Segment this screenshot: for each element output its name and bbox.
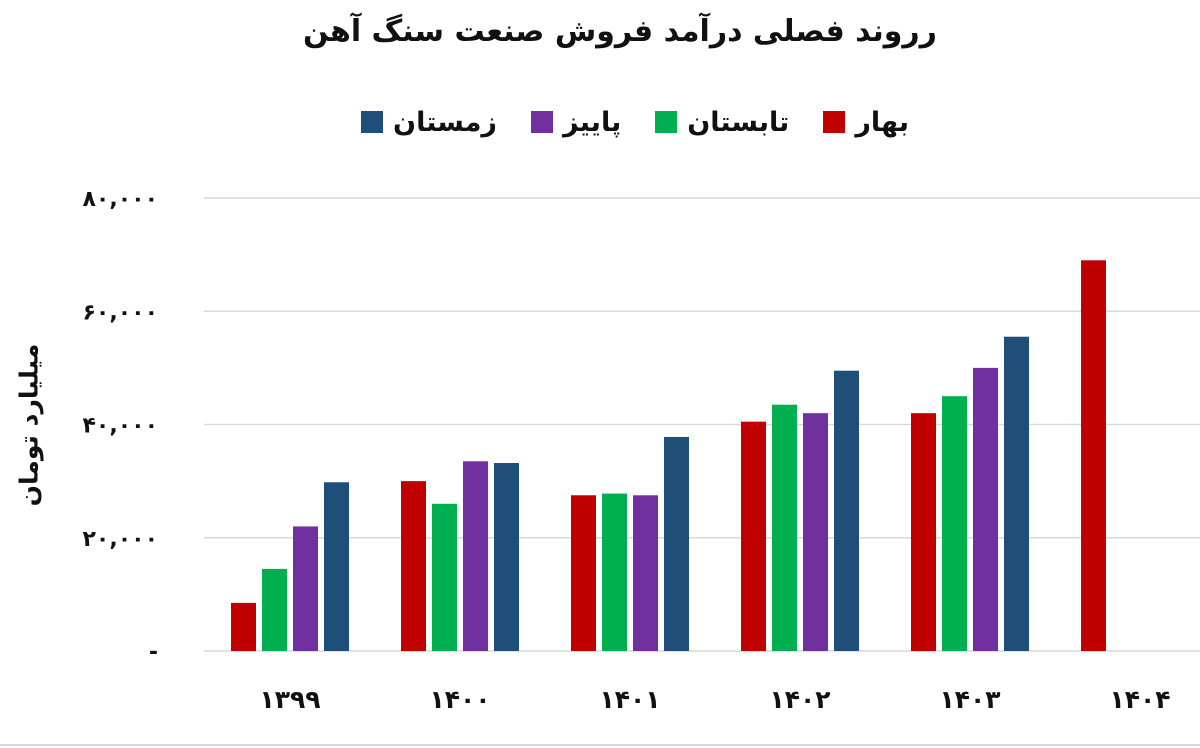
x-tick-label: ۱۴۰۱ <box>599 685 660 714</box>
bar <box>494 463 519 651</box>
bar <box>834 370 859 651</box>
y-tick-label: ۴۰,۰۰۰ <box>83 414 159 439</box>
x-tick-label: ۱۴۰۲ <box>769 685 830 714</box>
legend-swatch <box>361 111 384 133</box>
y-tick-label: ۶۰,۰۰۰ <box>83 300 159 325</box>
bar <box>772 404 797 651</box>
bar <box>803 413 828 651</box>
bar <box>324 482 349 651</box>
legend-item: بهار <box>823 107 909 138</box>
x-tick-label: ۱۴۰۳ <box>939 685 1000 714</box>
bar <box>633 495 658 651</box>
legend-label: زمستان <box>393 106 497 138</box>
legend-swatch <box>823 111 846 133</box>
bar <box>664 436 689 651</box>
legend: بهار تابستان پاییز زمستان <box>0 104 1200 140</box>
x-tick-label: ۱۴۰۰ <box>429 685 490 714</box>
bar <box>262 568 287 651</box>
legend-label: تابستان <box>687 106 790 138</box>
bar <box>432 503 457 651</box>
legend-item: تابستان <box>655 107 789 138</box>
y-tick-label: ۲۰,۰۰۰ <box>83 527 159 552</box>
y-tick-label: ۸۰,۰۰۰ <box>83 187 159 212</box>
legend-item: پاییز <box>530 106 622 138</box>
bar <box>973 367 998 651</box>
bar <box>942 396 967 651</box>
legend-label: بهار <box>855 106 909 138</box>
bar <box>401 481 426 651</box>
bar <box>911 413 936 651</box>
x-tick-label: ۱۳۹۹ <box>259 685 320 714</box>
legend-swatch <box>655 111 678 133</box>
bar <box>1081 260 1106 651</box>
bar <box>231 602 256 651</box>
bar <box>602 493 627 651</box>
bar <box>741 421 766 651</box>
bar <box>463 461 488 651</box>
legend-item: زمستان <box>361 107 497 138</box>
bottom-divider <box>0 744 1200 746</box>
x-tick-label: ۱۴۰۴ <box>1109 685 1170 714</box>
chart-title: رروند فصلی درآمد فروش صنعت سنگ آهن <box>303 14 937 49</box>
bar <box>1004 336 1029 651</box>
y-tick-label: - <box>149 640 158 665</box>
bar <box>571 495 596 651</box>
legend-swatch <box>530 111 553 133</box>
bar <box>293 526 318 651</box>
legend-label: پاییز <box>562 106 622 138</box>
